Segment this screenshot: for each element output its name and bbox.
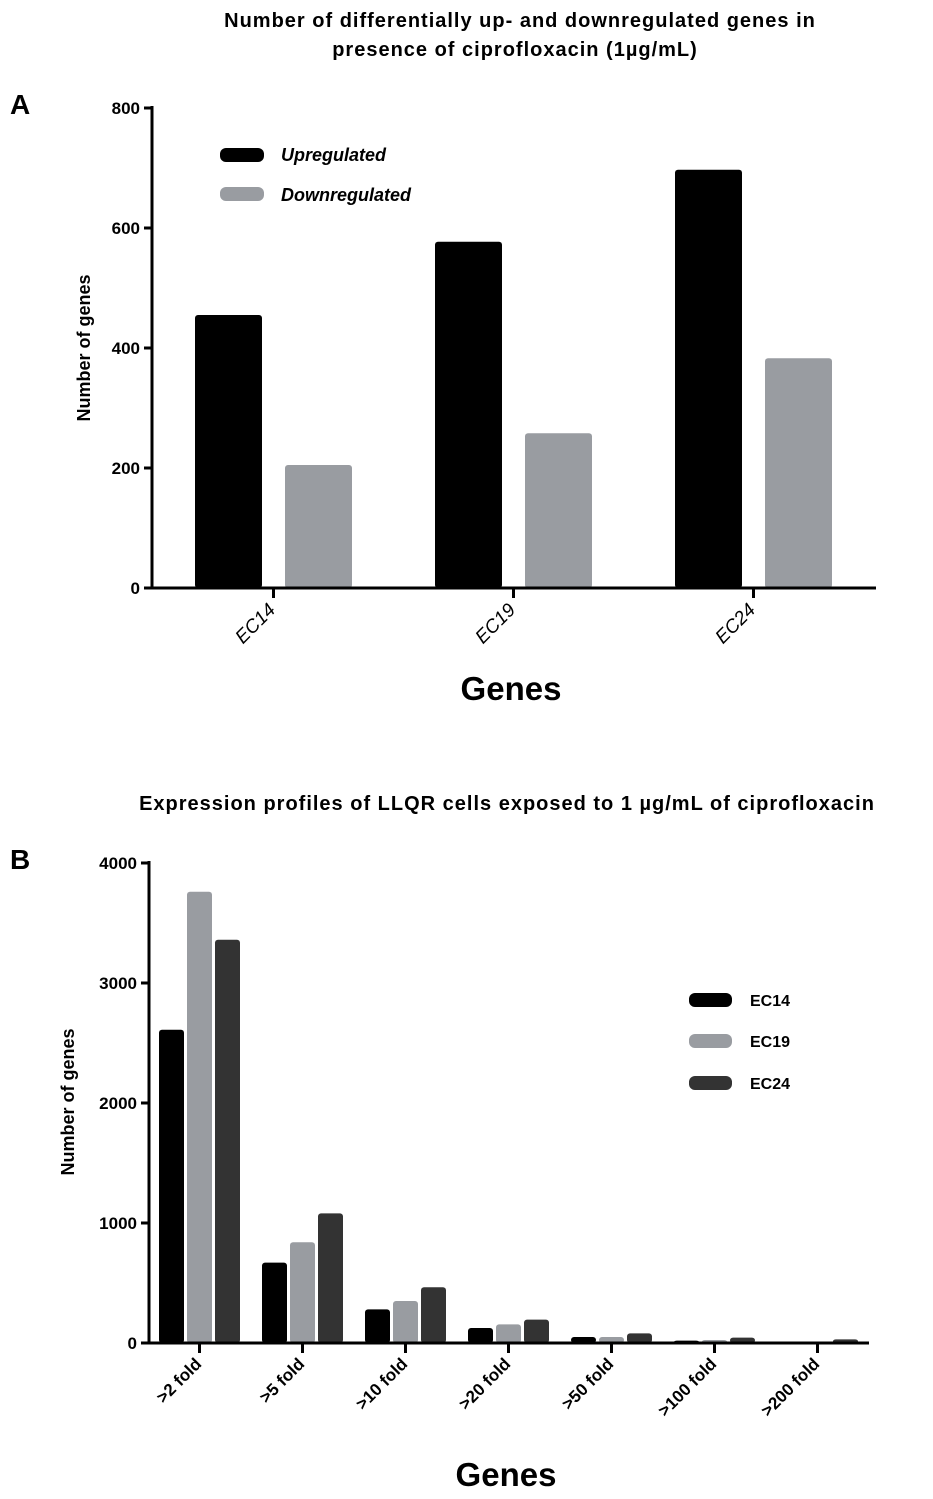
- chart-b-y-axis-label: Number of genes: [58, 1028, 78, 1175]
- legend-label-ec19: EC19: [750, 1034, 790, 1051]
- bar-ec14-upregulated: [195, 315, 262, 588]
- chart-a-y-ticks: 0 200 400 600 800: [112, 99, 152, 598]
- bar-5-fold-ec24: [318, 1213, 343, 1343]
- y-tick-label: 3000: [99, 974, 137, 993]
- x-tick-label-ec24: EC24: [712, 600, 760, 648]
- legend-swatch-ec14: [689, 993, 732, 1007]
- bar-ec14-downregulated: [285, 465, 352, 588]
- bar-20-fold-ec19: [496, 1324, 521, 1343]
- chart-a-x-ticks: EC14 EC19 EC24: [232, 588, 760, 648]
- chart-a-legend: Upregulated Downregulated: [220, 145, 412, 205]
- y-tick-label: 0: [131, 579, 140, 598]
- bar-50-fold-ec24: [627, 1333, 652, 1343]
- bar-5-fold-ec14: [262, 1262, 287, 1343]
- bar-ec19-upregulated: [435, 241, 502, 589]
- chart-a-y-axis-label: Number of genes: [74, 274, 94, 421]
- bar-2-fold-ec14: [159, 1029, 184, 1343]
- bar-ec24-upregulated: [675, 169, 742, 589]
- y-tick-label: 600: [112, 219, 140, 238]
- chart-b-x-ticks: >2 fold >5 fold >10 fold >20 fold >50 fold >1…: [153, 1343, 823, 1420]
- x-tick-label-5-fold: >5 fold: [256, 1354, 309, 1407]
- bar-ec24-downregulated: [765, 358, 832, 588]
- y-tick-label: 1000: [99, 1214, 137, 1233]
- legend-swatch-ec19: [689, 1034, 732, 1048]
- x-tick-label-10-fold: >10 fold: [352, 1354, 411, 1413]
- y-tick-label: 200: [112, 459, 140, 478]
- y-tick-label: 400: [112, 339, 140, 358]
- bar-ec19-downregulated: [525, 433, 592, 588]
- chart-a-x-axis-label: Genes: [461, 670, 562, 707]
- panel-a: Number of differentially up- and downreg…: [10, 10, 876, 707]
- panel-a-letter: A: [10, 89, 30, 120]
- chart-b-legend: EC14 EC19 EC24: [689, 993, 790, 1093]
- legend-label-downregulated: Downregulated: [281, 185, 412, 205]
- bar-10-fold-ec19: [393, 1301, 418, 1343]
- legend-swatch-downregulated: [220, 187, 264, 201]
- y-tick-label: 2000: [99, 1094, 137, 1113]
- bar-10-fold-ec14: [365, 1309, 390, 1343]
- chart-b-y-ticks: 0 1000 2000 3000 4000: [99, 854, 149, 1353]
- x-tick-label-20-fold: >20 fold: [455, 1354, 514, 1413]
- chart-b-title: Expression profiles of LLQR cells expose…: [139, 793, 875, 815]
- bar-2-fold-ec19: [187, 891, 212, 1343]
- legend-swatch-upregulated: [220, 148, 264, 162]
- chart-a-title-line-1: Number of differentially up- and downreg…: [224, 10, 816, 32]
- bar-2-fold-ec24: [215, 939, 240, 1343]
- y-tick-label: 4000: [99, 854, 137, 873]
- bar-20-fold-ec14: [468, 1328, 493, 1343]
- x-tick-label-ec14: EC14: [232, 600, 280, 648]
- x-tick-label-2-fold: >2 fold: [153, 1354, 206, 1407]
- x-tick-label-200-fold: >200 fold: [757, 1354, 823, 1420]
- chart-b-bars: [159, 891, 858, 1343]
- panel-b-letter: B: [10, 844, 30, 875]
- panel-b: Expression profiles of LLQR cells expose…: [10, 793, 875, 1493]
- legend-label-upregulated: Upregulated: [281, 145, 387, 165]
- y-tick-label: 800: [112, 99, 140, 118]
- legend-label-ec14: EC14: [750, 993, 790, 1010]
- x-tick-label-100-fold: >100 fold: [654, 1354, 720, 1420]
- chart-a-bars: [195, 169, 832, 589]
- bar-20-fold-ec24: [524, 1319, 549, 1343]
- legend-label-ec24: EC24: [750, 1076, 790, 1093]
- x-tick-label-50-fold: >50 fold: [558, 1354, 617, 1413]
- chart-a-title-line-2: presence of ciprofloxacin (1µg/mL): [332, 39, 698, 61]
- y-tick-label: 0: [128, 1334, 137, 1353]
- chart-b-x-axis-label: Genes: [456, 1456, 557, 1493]
- legend-swatch-ec24: [689, 1076, 732, 1090]
- x-tick-label-ec19: EC19: [472, 599, 521, 648]
- bar-10-fold-ec24: [421, 1287, 446, 1343]
- bar-5-fold-ec19: [290, 1242, 315, 1343]
